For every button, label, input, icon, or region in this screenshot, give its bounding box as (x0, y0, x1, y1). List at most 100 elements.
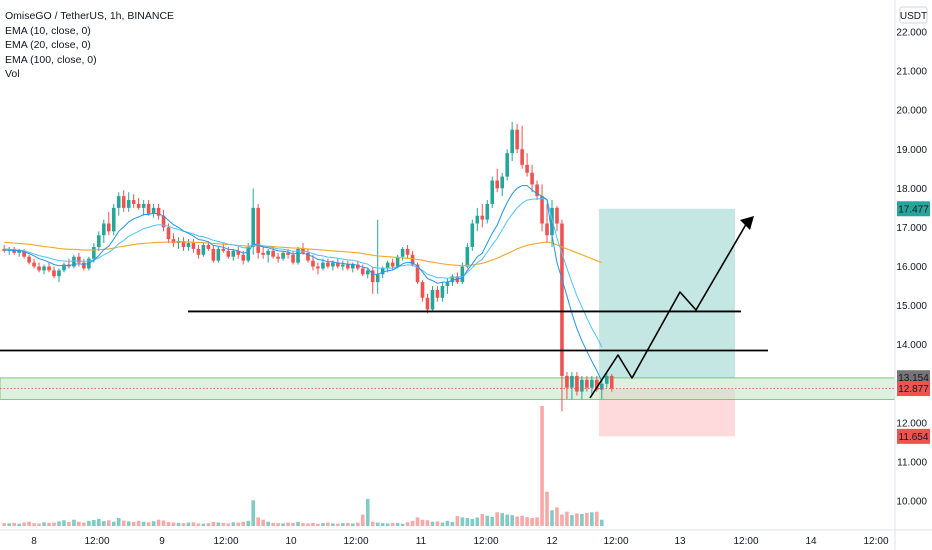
candle-body (256, 207, 260, 253)
volume-bar (236, 522, 241, 526)
volume-bar (540, 406, 544, 526)
volume-bar (321, 523, 325, 526)
volume-bar (351, 523, 355, 526)
volume-bar (355, 522, 360, 526)
volume-bar (505, 514, 509, 526)
volume-bar (575, 513, 579, 526)
volume-bar (495, 512, 500, 526)
price-label-box (897, 201, 930, 217)
price-tick-label: 14.000 (896, 340, 927, 351)
volume-bar (600, 519, 604, 526)
volume-bar (176, 522, 181, 526)
candle-body (450, 276, 455, 283)
volume-bar (276, 523, 280, 526)
candle-body (460, 266, 465, 283)
candle-body (306, 252, 310, 261)
volume-bar (510, 515, 514, 526)
volume-bar (530, 518, 534, 526)
volume-bar (7, 523, 11, 526)
candle-body (410, 254, 415, 265)
arrow-head (740, 216, 754, 230)
candle-body (346, 264, 350, 269)
ema100-legend[interactable]: EMA (100, close, 0) (5, 53, 97, 66)
candle-body (171, 239, 176, 244)
time-tick-label: 8 (31, 536, 37, 547)
candle-body (480, 215, 485, 220)
time-tick-label: 14 (805, 536, 817, 547)
candle-body (545, 223, 549, 236)
candle-body (316, 266, 320, 269)
candle-body (186, 243, 191, 247)
volume-bar (580, 514, 584, 526)
candle-body (201, 245, 206, 255)
candle-body (326, 262, 330, 267)
candle-body (216, 248, 221, 261)
price-tick-label: 18.000 (896, 184, 927, 195)
candle-body (161, 215, 166, 228)
candle-body (400, 248, 405, 257)
time-tick-label: 12:00 (603, 536, 628, 547)
volume-bar (281, 523, 285, 526)
vol-legend[interactable]: Vol (5, 68, 20, 80)
volume-bar (102, 521, 106, 526)
candle-body (515, 129, 519, 150)
time-tick-label: 12:00 (733, 536, 758, 547)
candle-body (231, 250, 236, 257)
price-label-box (897, 428, 930, 444)
ema-lines (4, 185, 603, 382)
volume-bar (435, 521, 440, 526)
candle-body (62, 264, 66, 271)
candle-body (430, 289, 435, 310)
volume-bar (256, 517, 260, 526)
volume-bar (37, 523, 41, 526)
candle-body (291, 254, 295, 263)
target-zone (599, 208, 735, 378)
candle-body (181, 241, 186, 247)
candle-body (196, 248, 201, 255)
candle-body (22, 250, 26, 257)
volume-bar (166, 522, 171, 526)
volume-bar (206, 523, 211, 526)
currency-box (899, 6, 928, 24)
drawings-layer (0, 208, 896, 437)
volume-bar (450, 522, 455, 526)
volume-bar (92, 520, 96, 526)
volume-bar (62, 520, 66, 526)
candle-body (296, 248, 300, 263)
volume-bar (445, 520, 450, 526)
candle-body (565, 375, 569, 388)
price-tick-label: 10.000 (896, 497, 927, 508)
volume-bar (525, 517, 529, 526)
volume-bar (151, 521, 156, 526)
volume-bar (246, 520, 251, 526)
volume-bar (241, 521, 246, 526)
ema10-line (4, 185, 603, 382)
symbol-title[interactable]: OmiseGO / TetherUS, 1h, BINANCE (5, 10, 175, 22)
volume-bar (136, 520, 141, 526)
price-tick-label: 15.000 (896, 301, 927, 312)
candle-body (405, 248, 410, 255)
volume-bar (395, 523, 400, 526)
volume-bar (106, 520, 111, 526)
candle-body (281, 252, 285, 259)
candle-body (106, 223, 111, 232)
candle-body (121, 196, 126, 208)
candle-body (336, 262, 340, 267)
candle-body (470, 223, 475, 247)
candle-body (465, 246, 470, 267)
candle-body (82, 262, 86, 269)
ema20-line (4, 197, 603, 348)
candle-body (271, 250, 275, 257)
candle-body (375, 274, 380, 283)
price-tick-label: 16.000 (896, 262, 927, 273)
volume-bar (385, 523, 390, 526)
price-label-box (897, 381, 930, 397)
volume-bar (480, 514, 485, 526)
candle-body (111, 207, 116, 232)
ema20-legend[interactable]: EMA (20, close, 0) (5, 39, 91, 51)
ema10-legend[interactable]: EMA (10, close, 0) (5, 24, 91, 37)
volume-bar (316, 523, 320, 526)
candle-body (166, 227, 171, 240)
volume-bar (336, 523, 340, 526)
